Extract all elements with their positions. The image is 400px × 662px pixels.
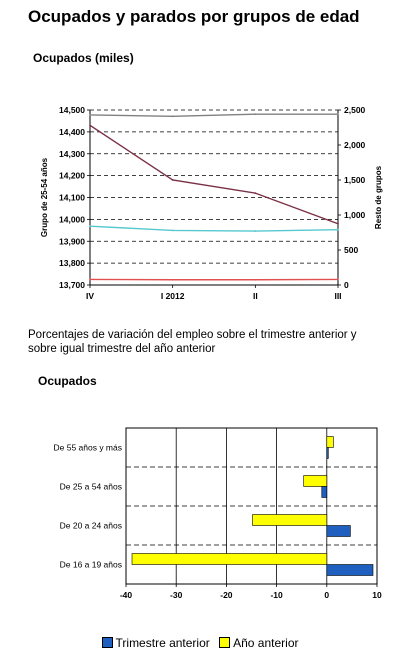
series-point (254, 192, 257, 195)
x-tick-label: I 2012 (161, 291, 185, 301)
chart-legend: Trimestre anterior Año anterior (0, 636, 400, 650)
bar-trimestre-anterior (321, 486, 328, 498)
page-title: Ocupados y parados por grupos de edad (28, 7, 360, 26)
series-point (171, 229, 174, 232)
bar-ano-anterior (131, 553, 328, 565)
category-label: De 16 a 19 años (60, 560, 122, 570)
x-tick-label: -40 (120, 590, 133, 600)
y2-tick-label: 500 (344, 245, 358, 255)
bar-ano-anterior (303, 475, 328, 487)
x-tick-label: II (253, 291, 258, 301)
x-tick-label: -20 (220, 590, 233, 600)
series-point (171, 179, 174, 181)
x-tick-label: 10 (372, 590, 382, 600)
legend-swatch-yellow (219, 637, 231, 648)
series-point (89, 225, 91, 228)
legend-label-trimestre: Trimestre anterior (115, 636, 210, 650)
series-point (254, 230, 257, 233)
category-label: De 20 a 24 años (60, 521, 122, 531)
y-tick-label: 14,400 (59, 127, 85, 137)
category-label: De 25 a 54 años (60, 482, 122, 492)
bar-trimestre-anterior (326, 564, 374, 576)
series-point (171, 115, 174, 118)
y-tick-label: 14,300 (59, 149, 85, 159)
y-tick-label: 13,800 (59, 258, 85, 268)
chart1-title: Ocupados (miles) (33, 51, 134, 65)
y2-tick-label: 1,500 (344, 175, 366, 185)
y-tick-label: 14,200 (59, 171, 85, 181)
series-point (337, 113, 339, 116)
series-point (89, 278, 91, 281)
y-tick-label: 13,700 (59, 280, 85, 290)
series-line-0 (89, 124, 339, 225)
series-line-1 (89, 113, 338, 118)
legend-item-ano: Año anterior (219, 636, 298, 650)
series-point (254, 278, 257, 281)
bar-trimestre-anterior (326, 447, 329, 459)
y2-axis-title: Resto de grupos (374, 165, 383, 229)
series-point (337, 228, 339, 231)
x-tick-label: IV (86, 291, 94, 301)
x-tick-label: III (334, 291, 341, 301)
y-tick-label: 13,900 (59, 236, 85, 246)
legend-label-ano: Año anterior (233, 636, 299, 650)
y2-tick-label: 2,000 (344, 140, 366, 150)
category-label: De 55 años y más (53, 443, 122, 453)
y-tick-label: 14,100 (59, 193, 85, 203)
series-point (337, 222, 339, 225)
bar-trimestre-anterior (326, 525, 351, 537)
y2-tick-label: 0 (344, 280, 349, 290)
series-line-2 (89, 225, 339, 232)
series-point (89, 114, 91, 116)
chart-subtitle: Porcentajes de variación del empleo sobr… (28, 329, 357, 355)
x-tick-label: -10 (270, 590, 283, 600)
y-tick-label: 14,000 (59, 214, 85, 224)
x-tick-label: -30 (170, 590, 183, 600)
y2-tick-label: 2,500 (344, 105, 366, 115)
series-point (89, 124, 91, 127)
chart2-title: Ocupados (38, 374, 97, 388)
series-point (337, 278, 339, 281)
bar-ano-anterior (252, 514, 328, 526)
legend-item-trimestre: Trimestre anterior (101, 636, 210, 650)
legend-swatch-blue (101, 637, 113, 648)
x-tick-label: 0 (324, 590, 329, 600)
series-point (171, 278, 174, 281)
series-point (254, 113, 257, 116)
bar-chart: -40 -30 -20 -10 0 10 De 55 años y más De 25 a 5… (53, 427, 382, 600)
y-tick-label: 14,500 (59, 105, 85, 115)
line-chart: 13,700 13,800 13,900 14,000 14,100 14,200 14,3… (40, 105, 383, 301)
y2-tick-label: 1,000 (344, 210, 366, 220)
y-axis-title: Grupo de 25-54 años (40, 157, 49, 237)
bar-ano-anterior (326, 436, 334, 448)
